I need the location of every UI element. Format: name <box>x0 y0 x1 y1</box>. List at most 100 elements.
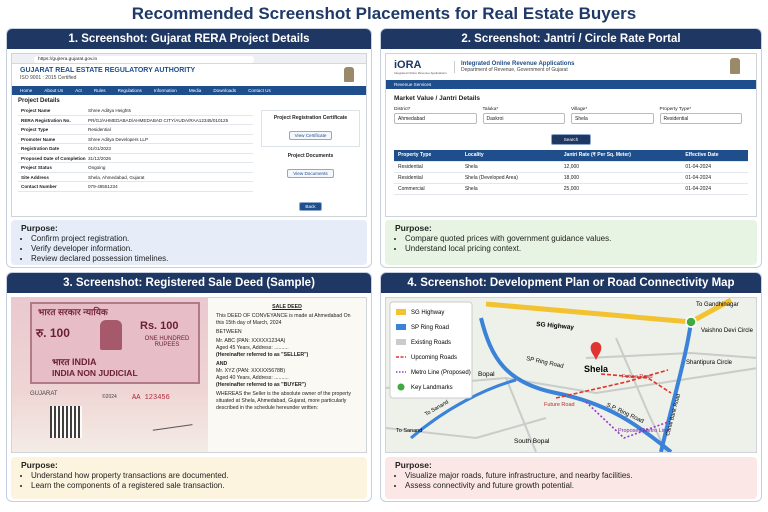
stamp-bharat: भारत INDIA <box>52 357 97 367</box>
metro-line <box>585 401 669 439</box>
detail-label: Proposed Date of Completion <box>21 155 86 161</box>
detail-row: Promoter Name Shree Aditya Developers LLP <box>18 135 253 144</box>
legend-label: Key Landmarks <box>411 385 453 391</box>
nav-bar: Home About Us Act Rules Regulations Informati… <box>12 86 366 95</box>
road <box>386 417 547 440</box>
panel: 3. Screenshot: Registered Sale Deed (Sam… <box>6 272 372 502</box>
purpose-item: Compare quoted prices with government gu… <box>405 234 747 244</box>
docs-title: Project Documents <box>287 153 334 159</box>
purpose-label: Purpose: <box>395 460 432 470</box>
legend-item: Metro Line (Proposed) <box>396 370 471 376</box>
stamp-state: GUJARAT <box>30 391 58 397</box>
deed-text: SALE DEED This DEED OF CONVEYANCE is mad… <box>208 298 366 452</box>
map-label: Proposed Metro Line <box>618 428 669 434</box>
org-name: GUJARAT REAL ESTATE REGULATORY AUTHORITY <box>20 67 196 74</box>
field: Taluka* Daskroi <box>482 107 565 124</box>
table-cell: 01-04-2024 <box>681 183 748 195</box>
panel-heading: 2. Screenshot: Jantri / Circle Rate Port… <box>381 29 761 49</box>
detail-row: Project Name Shree Aditya Heights <box>18 106 253 116</box>
table-cell: Residential <box>394 172 461 184</box>
purpose-list: Understand how property transactions are… <box>21 471 357 491</box>
app-title: Integrated Online Revenue Applications <box>461 61 575 67</box>
map-label: SG Highway <box>536 321 575 331</box>
column-header: Jantri Rate (₹ Per Sq. Meter) <box>559 150 682 162</box>
purpose-box: Purpose: Visualize major roads, future i… <box>385 457 757 499</box>
iso: ISO 9001 : 2015 Certified <box>20 75 77 81</box>
stamp-nonjud: INDIA NON JUDICIAL <box>52 368 138 378</box>
cert-button[interactable]: View Certificate <box>288 131 333 140</box>
panel-heading: 3. Screenshot: Registered Sale Deed (Sam… <box>7 273 371 293</box>
purpose-item: Verify developer information. <box>31 244 357 254</box>
detail-value: Shree Aditya Heights <box>88 108 131 113</box>
table-cell: Shela <box>460 183 560 195</box>
detail-value: 01/01/2023 <box>88 146 111 151</box>
detail-label: Promoter Name <box>21 136 56 142</box>
table-cell: 12,000 <box>559 161 682 173</box>
detail-value: Shela, Ahmedabad, Gujarat <box>88 174 145 180</box>
deed-whereas: WHEREAS the Seller is the absolute owner… <box>216 391 351 411</box>
legend-item: Upcoming Roads <box>396 355 457 361</box>
table-row: Residential Shela (Developed Area) 18,000 0… <box>394 172 748 184</box>
landmark <box>685 316 697 328</box>
deed-between: BETWEEN <box>216 329 242 335</box>
screenshot: भारत सरकार न्यायिक रु. 100 Rs. 100 ONE H… <box>11 297 367 453</box>
legend-item: Existing Roads <box>396 339 451 346</box>
detail-label: Contact Number <box>21 184 57 189</box>
road <box>505 377 537 452</box>
deed-buyer-age: Aged 40 Years, Address: .......... <box>216 375 289 381</box>
stamp-ru: रु. 100 <box>36 326 70 340</box>
field-label: District* <box>394 107 411 112</box>
table-cell: 01-04-2024 <box>681 161 748 173</box>
detail-label: Registration Date <box>21 146 60 151</box>
emblem <box>730 58 740 74</box>
stamp-top: भारत सरकार न्यायिक <box>38 307 108 317</box>
docs-button[interactable]: View Documents <box>287 169 334 178</box>
field: Property Type* Residential <box>659 107 742 124</box>
search-button[interactable]: Search <box>550 134 592 145</box>
sp-ring-road <box>410 378 517 440</box>
content: Project Details Project Name Shree Aditya… <box>12 95 366 216</box>
detail-row: Project Type Residential <box>18 125 253 135</box>
stamp-rs: Rs. 100 <box>140 320 179 332</box>
section-title: Project Details <box>18 98 60 104</box>
purpose-list: Confirm project registration.Verify deve… <box>21 234 357 264</box>
map-label: Future Road <box>622 374 653 380</box>
panel-heading: 4. Screenshot: Development Plan or Road … <box>381 273 761 293</box>
detail-value: 31/12/2026 <box>88 155 111 161</box>
purpose-label: Purpose: <box>21 223 58 233</box>
deed-seller: Mr. ABC (PAN: XXXXX1234A) <box>216 338 286 344</box>
stamp-year: ©2024 <box>102 394 117 400</box>
deed-title: SALE DEED <box>272 304 302 310</box>
signature <box>151 415 193 431</box>
cert-title: Project Registration Certificate <box>273 115 348 121</box>
rate-table: Property Type Locality Jantri Rate (₹ Per … <box>394 150 748 195</box>
panel: 2. Screenshot: Jantri / Circle Rate Port… <box>380 28 762 268</box>
map-label: South Bopal <box>514 438 550 445</box>
detail-value: PR/GJ/AHMEDABAD/AHMEDABAD CITY/AUDA/RAA1… <box>88 117 229 123</box>
road <box>585 351 756 359</box>
stamp-serial: AA 123456 <box>132 394 170 402</box>
field-label: Village* <box>571 107 588 112</box>
dept: Department of Revenue, Government of Guj… <box>461 67 568 73</box>
purpose-item: Assess connectivity and future growth po… <box>405 481 747 491</box>
table-cell: Residential <box>394 161 461 173</box>
purpose-item: Understand local pricing context. <box>405 244 747 254</box>
column-header: Effective Date <box>681 150 748 162</box>
detail-label: Project Name <box>21 108 51 113</box>
purpose-label: Purpose: <box>395 223 432 233</box>
panel-heading: 1. Screenshot: Gujarat RERA Project Deta… <box>7 29 371 49</box>
browser-bar: https://gujrera.gujarat.gov.in <box>12 54 366 64</box>
table-header: Property Type Locality Jantri Rate (₹ Per … <box>394 150 748 162</box>
shela-pin <box>590 342 602 360</box>
purpose-box: Purpose: Confirm project registration.Ve… <box>11 220 367 265</box>
detail-row: Proposed Date of Completion 31/12/2026 <box>18 154 253 163</box>
legend-label: Metro Line (Proposed) <box>411 370 471 376</box>
detail-label: Site Address <box>21 174 49 180</box>
back-button[interactable]: Back <box>299 202 322 211</box>
map-label: To Sanand <box>396 428 422 434</box>
map-label: Shantipura Circle <box>686 360 733 366</box>
emblem <box>100 320 122 350</box>
field-value: Shela <box>571 113 654 124</box>
legend-swatch <box>396 309 406 315</box>
docs-box: Project Documents View Documents <box>261 147 360 186</box>
